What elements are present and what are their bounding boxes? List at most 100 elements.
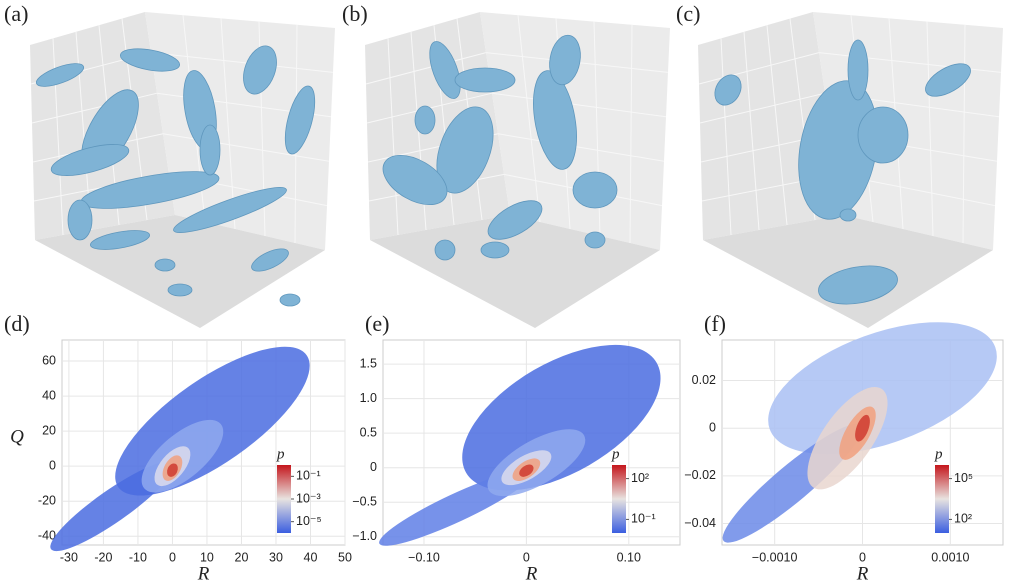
x-axis-label: R (856, 563, 869, 583)
y-tick-label: 0.5 (360, 425, 377, 439)
x-tick-label: −0.10 (408, 550, 440, 564)
vortex-blob (67, 199, 93, 241)
cube-grid (766, 25, 788, 226)
x-tick-label: 0 (169, 550, 176, 564)
x-tick-label: -10 (129, 550, 147, 564)
vortex-blob (714, 74, 742, 106)
vortex-blob (857, 106, 909, 164)
x-tick-label: 40 (304, 550, 318, 564)
y-tick-label: 0.02 (692, 373, 716, 387)
vortex-blob (480, 241, 510, 259)
y-tick-label: 60 (42, 353, 56, 367)
y-tick-label: 0 (370, 460, 377, 474)
cube-grid (517, 15, 541, 223)
density-cloud (855, 414, 870, 442)
cube-grid (699, 92, 826, 124)
vortex-blob (434, 239, 456, 261)
vortex-blob (818, 265, 898, 305)
render-3d (30, 12, 335, 328)
cube-grid (162, 133, 330, 162)
vortex-blob (584, 231, 606, 249)
y-tick-label: 0 (49, 458, 56, 472)
vortex-blob (284, 85, 316, 155)
colorbar-tick-label: 10⁻¹ (631, 512, 656, 526)
panel-label: (d) (4, 311, 30, 336)
cube-grid (962, 24, 966, 244)
cube-grid (698, 52, 820, 85)
vortex-blob (487, 200, 543, 240)
colorbar-label: p (934, 446, 943, 462)
vortex-blob (925, 63, 971, 97)
cube-grid (387, 38, 399, 236)
y-tick-label: -40 (38, 529, 56, 543)
vortex-blob (847, 39, 869, 101)
vortex-blob (173, 187, 287, 233)
y-tick-label: 40 (42, 388, 56, 402)
colorbar (935, 465, 949, 533)
panel-label: (a) (4, 1, 28, 26)
vortex-blob (167, 283, 193, 297)
colorbar-tick-label: 10² (954, 512, 972, 526)
vortex-blob (120, 48, 180, 72)
vortex-blob (436, 106, 494, 194)
x-axis-label: R (197, 563, 210, 583)
vortex-blob (382, 154, 448, 206)
vortex-blob (154, 258, 176, 272)
vortex-blob (199, 124, 221, 176)
y-tick-label: −1.0 (352, 529, 377, 543)
y-tick-label: 1.0 (360, 391, 377, 405)
vortex-blob (533, 70, 577, 170)
y-tick-label: −0.02 (684, 468, 716, 482)
density-cloud (167, 463, 178, 477)
vortex-blob (243, 45, 277, 95)
colorbar-tick-label: 10⁵ (954, 471, 973, 485)
vortex-blob (572, 171, 618, 209)
cube-grid (743, 31, 760, 231)
colorbar-label: p (276, 446, 285, 462)
colorbar-tick-label: 10⁻³ (296, 491, 321, 505)
cube-grid (497, 133, 665, 162)
y-tick-label: 0 (709, 420, 716, 434)
vortex-blob (90, 230, 150, 250)
colorbar-tick-label: 10⁻¹ (296, 469, 321, 483)
x-tick-label: 0.10 (617, 550, 641, 564)
render-3d (698, 12, 1003, 328)
x-tick-label: 0 (523, 550, 530, 564)
panel-label: (e) (365, 311, 389, 336)
y-tick-label: −0.04 (684, 516, 716, 530)
vortex-blob (414, 105, 436, 135)
x-axis-label: R (525, 563, 538, 583)
cube-grid (720, 38, 732, 236)
cube-grid (150, 52, 334, 73)
x-tick-label: 20 (235, 550, 249, 564)
cube-grid (491, 92, 667, 118)
colorbar (277, 465, 291, 533)
vortex-blob (549, 34, 581, 86)
x-tick-label: -20 (94, 550, 112, 564)
x-tick-label: 10 (200, 550, 214, 564)
vortex-blob (251, 248, 289, 272)
cube-grid (220, 18, 236, 230)
colorbar-tick-label: 10² (631, 471, 649, 485)
x-tick-label: -30 (60, 550, 78, 564)
panel-label: (c) (676, 1, 700, 26)
vortex-blob (50, 144, 130, 176)
vortex-blob (839, 208, 857, 222)
colorbar-tick-label: 10⁻⁵ (296, 514, 322, 528)
density-cloud (768, 322, 997, 455)
x-tick-label: 50 (338, 550, 352, 564)
density-cloud (519, 464, 534, 477)
panel-label: (b) (342, 1, 368, 26)
cube-grid (365, 52, 487, 85)
y-tick-label: 1.5 (360, 356, 377, 370)
panel-label: (f) (704, 311, 726, 336)
y-tick-label: −0.5 (352, 495, 377, 509)
x-tick-label: −0.0010 (752, 550, 798, 564)
cube-grid (926, 21, 934, 237)
y-tick-label: 20 (42, 423, 56, 437)
vortex-blob (279, 293, 301, 307)
cube-grid (629, 24, 633, 244)
vortex-blob (429, 41, 461, 99)
colorbar (612, 465, 626, 533)
